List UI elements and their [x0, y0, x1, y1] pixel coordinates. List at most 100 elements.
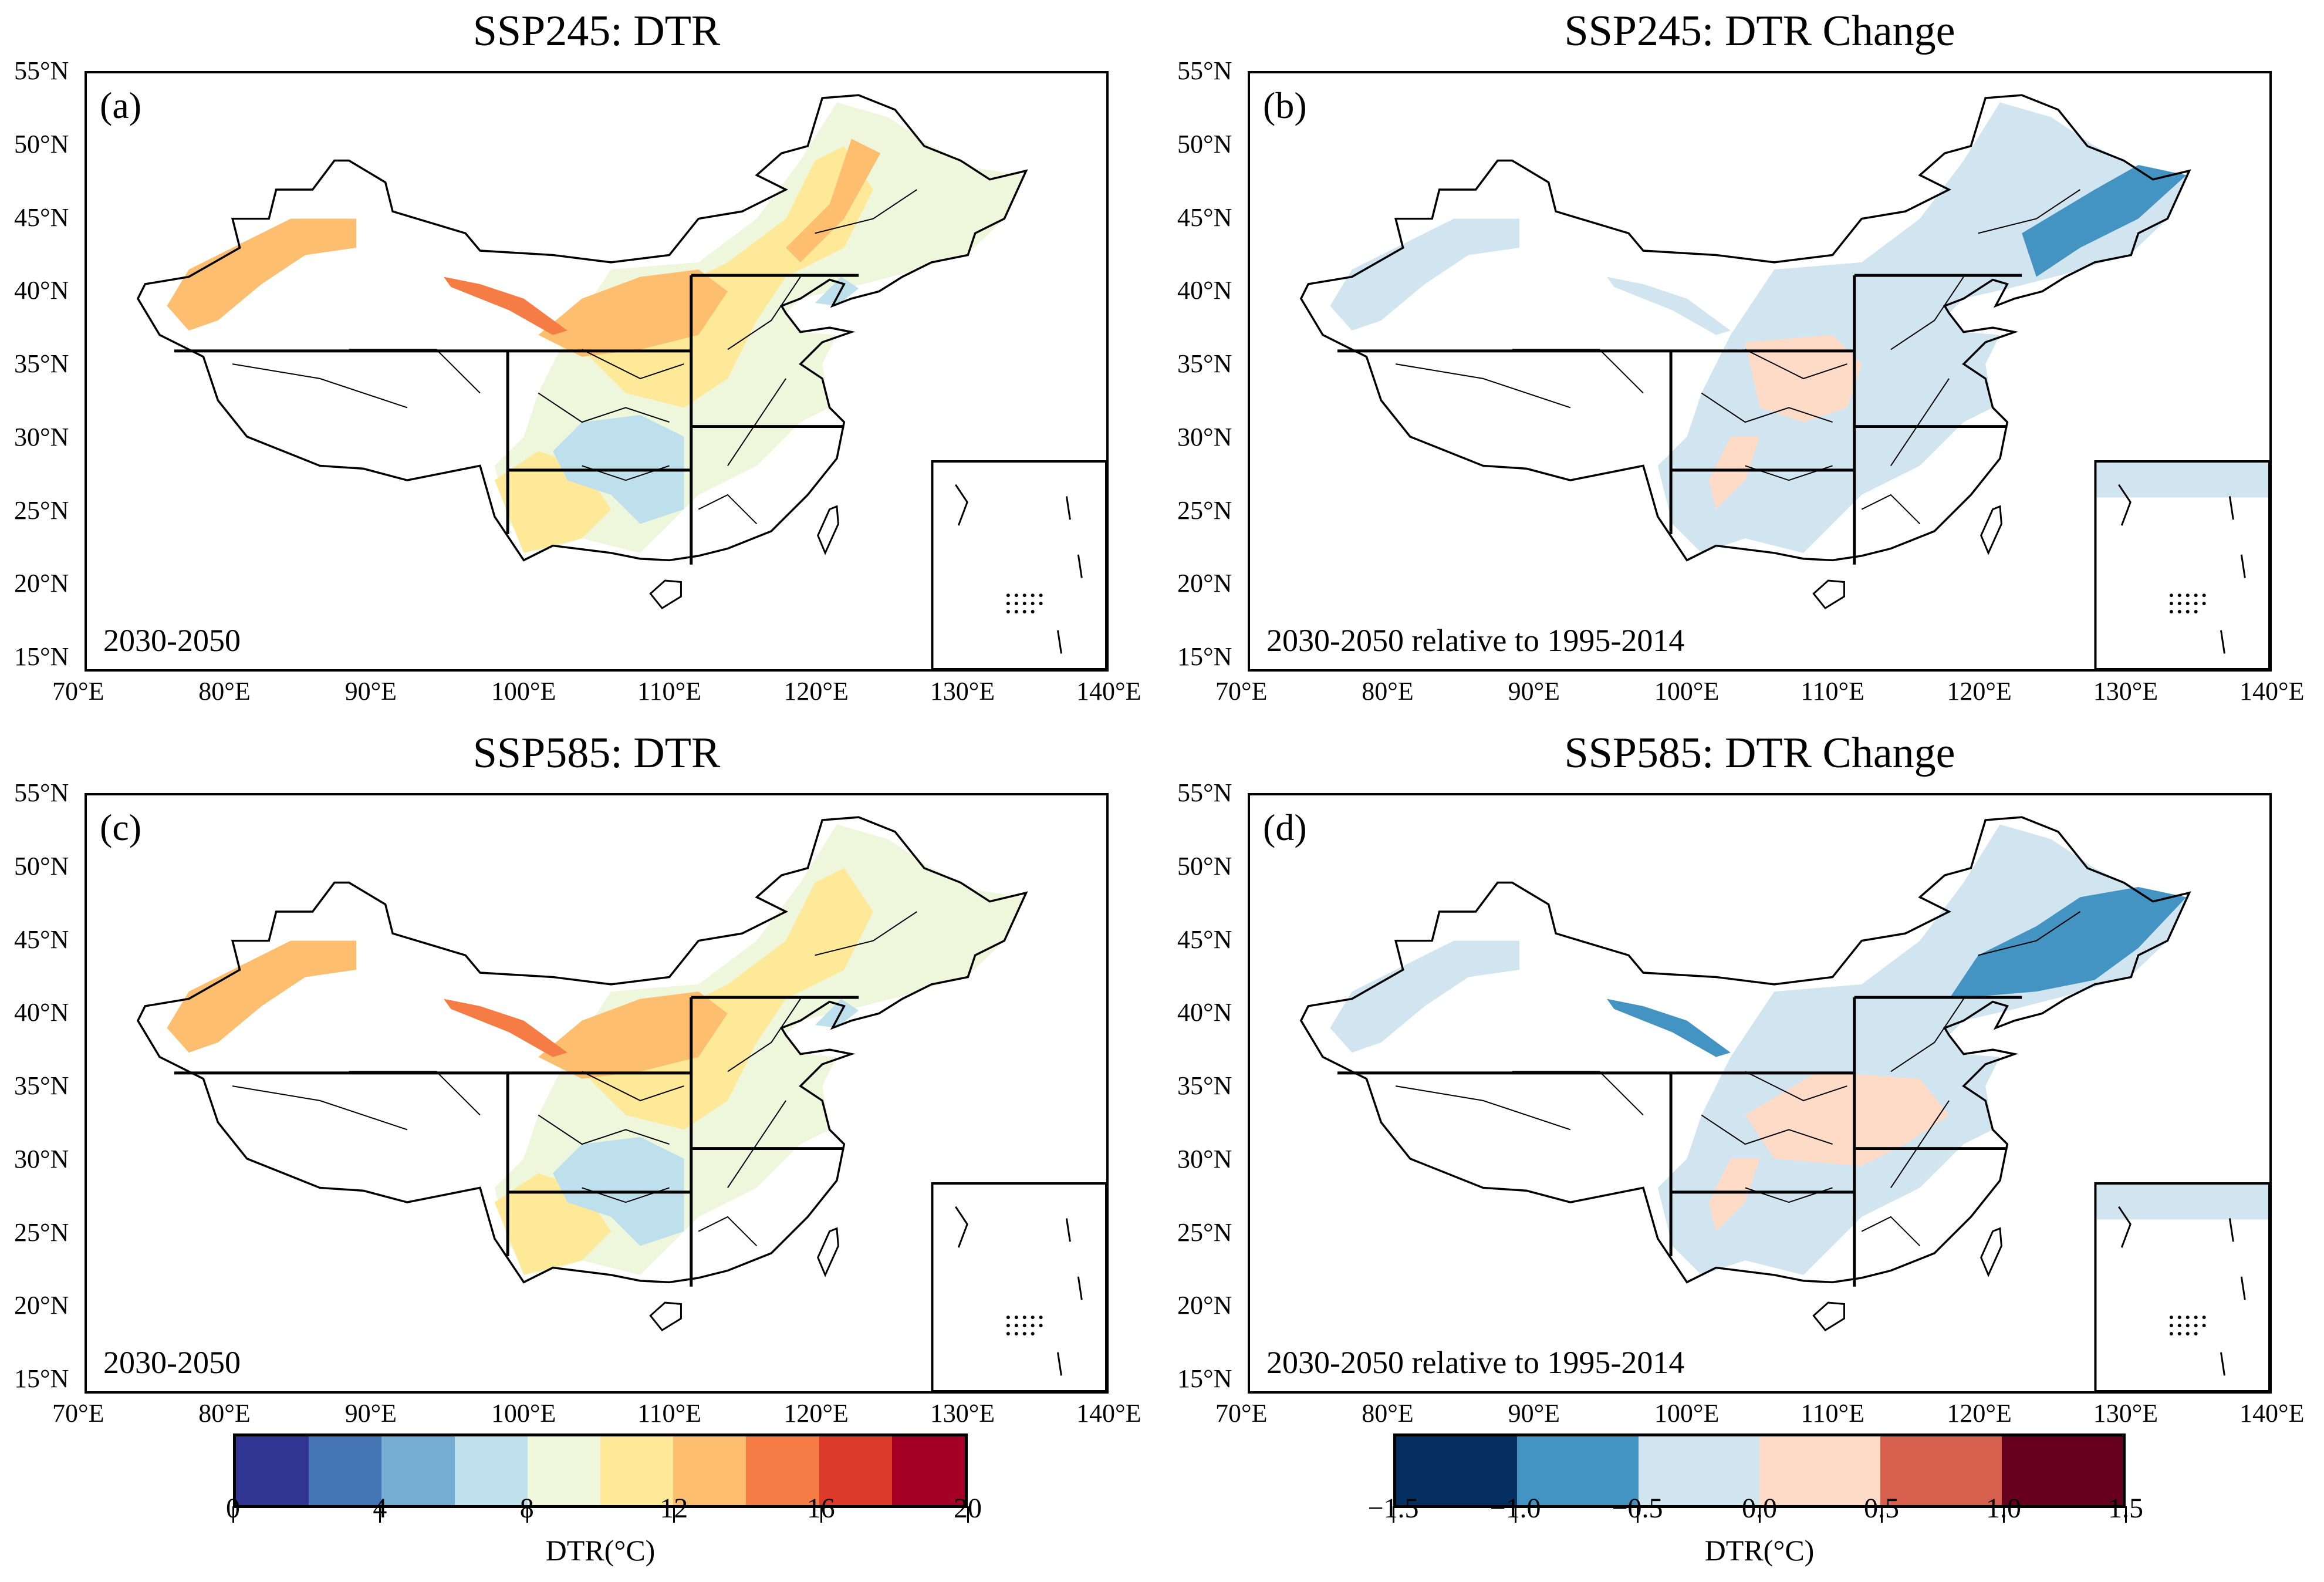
- inset-island-dot: [1006, 609, 1010, 613]
- inset-island-dot: [1031, 1331, 1035, 1335]
- lon-tick-label: 70°E: [1215, 1399, 1268, 1428]
- lat-tick-label: 35°N: [14, 349, 69, 379]
- inset-island-dot: [2202, 602, 2206, 606]
- colorbar-swatch: [746, 1436, 819, 1505]
- inset-island-dot: [2194, 1315, 2198, 1320]
- lon-tick-label: 90°E: [1508, 1399, 1560, 1428]
- inset-island-dot: [1014, 593, 1018, 598]
- inset-dash-line: [2240, 554, 2246, 578]
- colorbar-tick-mark: [379, 1506, 381, 1523]
- panel-title: SSP245: DTR Change: [1564, 7, 1955, 55]
- colorbar-tick-mark: [673, 1506, 675, 1523]
- lat-tick-label: 50°N: [1177, 129, 1232, 158]
- panel-label: (b): [1263, 85, 1307, 126]
- province-boundary: [538, 392, 670, 423]
- inset-island-dot: [1031, 593, 1035, 598]
- lon-tick-label: 140°E: [1076, 1399, 1141, 1428]
- colorbar-swatch: [1396, 1436, 1518, 1505]
- colorbar-swatch: [1880, 1436, 2002, 1505]
- province-boundary: [727, 378, 786, 466]
- panel-title: SSP245: DTR: [472, 7, 721, 55]
- lat-tick-label: 15°N: [14, 1364, 69, 1394]
- inset-island-dot: [1006, 593, 1010, 598]
- panel-title: SSP585: DTR: [472, 729, 721, 777]
- colorbar-tick-label: 1.0: [1986, 1493, 2021, 1524]
- lat-tick-label: 50°N: [1177, 851, 1232, 881]
- inset-island-dot: [2194, 593, 2198, 598]
- panel-label: (d): [1263, 807, 1307, 848]
- inset-island-dot: [1014, 602, 1018, 606]
- lon-tick-label: 140°E: [2239, 677, 2305, 706]
- province-boundary: [582, 349, 684, 379]
- inset-island-dot: [2185, 602, 2190, 606]
- panel-label: (c): [100, 807, 142, 848]
- province-boundary: [232, 363, 408, 409]
- lat-tick-label: 40°N: [1177, 998, 1232, 1027]
- colorbar-label: DTR(°C): [1704, 1534, 1815, 1567]
- colorbar-tick-mark: [967, 1506, 969, 1523]
- lat-tick-label: 30°N: [14, 422, 69, 451]
- map-canvas: [136, 94, 1106, 669]
- lat-tick-label: 25°N: [1177, 495, 1232, 525]
- map-canvas: [1299, 816, 2269, 1391]
- lat-tick-label: 50°N: [14, 129, 69, 158]
- map-panel: (d) 2030-2050 relative to 1995-2014: [1248, 793, 2272, 1394]
- lon-tick-label: 90°E: [344, 677, 397, 706]
- inset-dash-line: [2220, 1352, 2225, 1376]
- lon-tick-label: 80°E: [1362, 1399, 1414, 1428]
- province-boundary: [698, 1216, 758, 1247]
- lat-tick-label: 20°N: [1177, 1291, 1232, 1320]
- dtr-region-xinjiang: [167, 218, 357, 331]
- taiwan-island: [1980, 1227, 2002, 1277]
- colorbar-swatch: [600, 1436, 674, 1505]
- inset-island-dot: [1031, 609, 1035, 613]
- dtr-region-xinjiang: [1330, 218, 1520, 331]
- inset-island-dot: [2194, 609, 2198, 613]
- inset-island-dot: [1022, 609, 1026, 613]
- lon-tick-label: 120°E: [1947, 1399, 2012, 1428]
- province-boundary: [1745, 1071, 1847, 1101]
- lon-tick-label: 90°E: [344, 1399, 397, 1428]
- colorbar-tick-label: −1.5: [1367, 1493, 1419, 1524]
- map-panel: (c) 2030-2050: [85, 793, 1109, 1394]
- colorbar-tick-label: 8: [519, 1493, 534, 1524]
- colorbar-tick-label: 0.0: [1742, 1493, 1777, 1524]
- hainan-island: [649, 1301, 682, 1331]
- inset-island-dot: [1022, 1324, 1026, 1328]
- inset-island-dot: [1006, 602, 1010, 606]
- lat-tick-label: 25°N: [14, 1217, 69, 1247]
- lon-tick-label: 110°E: [1801, 677, 1864, 706]
- inset-dash-line: [1065, 496, 1071, 520]
- map-canvas: [1299, 94, 2269, 669]
- inset-island-dot: [1039, 602, 1043, 606]
- colorbar-tick-mark: [1393, 1506, 1394, 1523]
- inset-island-dot: [1022, 1315, 1026, 1320]
- colorbar: [233, 1433, 968, 1508]
- lat-tick-label: 30°N: [1177, 1144, 1232, 1173]
- inset-island-dot: [2185, 1315, 2190, 1320]
- colorbar-tick-mark: [2003, 1506, 2005, 1523]
- lon-tick-label: 130°E: [2093, 677, 2159, 706]
- province-boundary: [698, 494, 758, 525]
- dtr-region-pink_c2: [1745, 1071, 1950, 1166]
- colorbar-label: DTR(°C): [545, 1534, 656, 1567]
- province-boundary: [1701, 392, 1833, 423]
- lon-tick-label: 100°E: [1654, 1399, 1720, 1428]
- lon-tick-label: 70°E: [52, 677, 104, 706]
- lat-tick-label: 40°N: [14, 276, 69, 305]
- lat-tick-label: 45°N: [14, 203, 69, 232]
- colorbar-swatch: [309, 1436, 382, 1505]
- lat-tick-label: 45°N: [1177, 925, 1232, 954]
- province-boundary: [1890, 1100, 1950, 1188]
- inset-island-dot: [2169, 1324, 2173, 1328]
- inset-island-dot: [1014, 1315, 1018, 1320]
- colorbar-swatch: [819, 1436, 892, 1505]
- inset-island-dot: [2177, 1324, 2181, 1328]
- dtr-region-ne_blue: [2022, 164, 2187, 277]
- taiwan-island: [817, 1227, 839, 1277]
- colorbar-swatch: [2001, 1436, 2123, 1505]
- lon-tick-label: 110°E: [637, 677, 701, 706]
- colorbar-swatch: [673, 1436, 746, 1505]
- inset-island-dot: [1022, 1331, 1026, 1335]
